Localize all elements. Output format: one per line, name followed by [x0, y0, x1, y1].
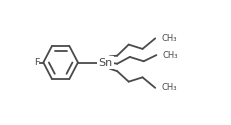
- Text: CH₃: CH₃: [161, 34, 176, 43]
- Text: Sn: Sn: [98, 58, 112, 68]
- Text: CH₃: CH₃: [161, 51, 177, 60]
- Text: CH₃: CH₃: [161, 83, 176, 92]
- Text: Sn: Sn: [98, 58, 112, 68]
- Text: F: F: [34, 58, 39, 67]
